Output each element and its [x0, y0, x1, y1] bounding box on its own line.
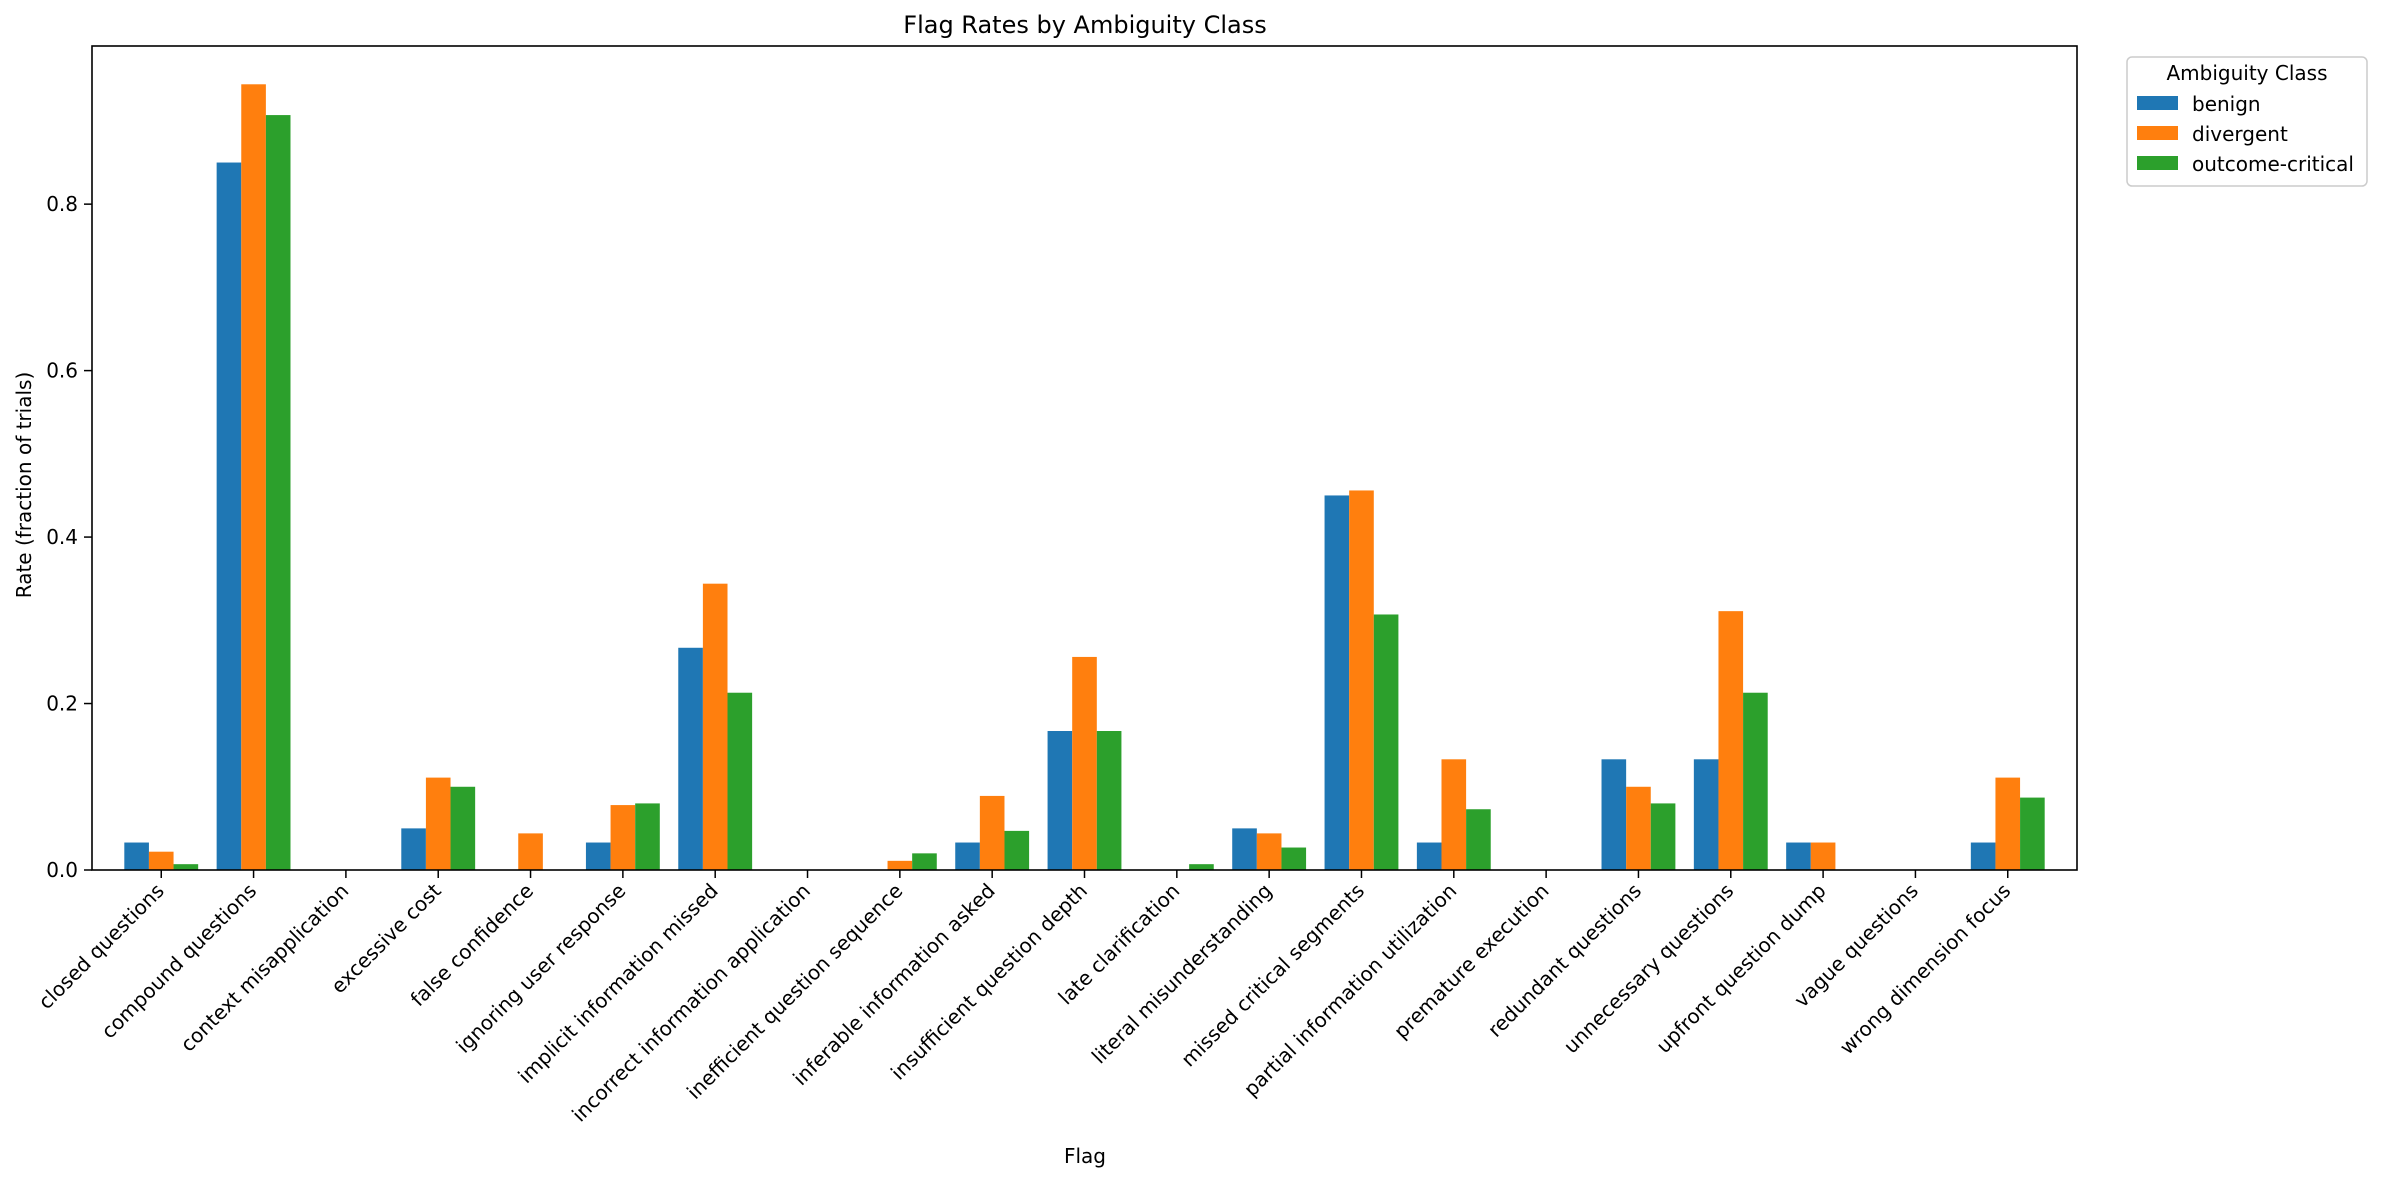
y-tick-label: 0.0 [46, 858, 78, 882]
bar-benign-closed-questions [124, 842, 149, 870]
legend-label-outcome-critical: outcome-critical [2192, 152, 2354, 176]
bar-divergent-inefficient-question-sequence [887, 860, 913, 870]
legend-title: Ambiguity Class [2167, 61, 2328, 85]
bar-outcome-critical-partial-information-utilization [1466, 809, 1491, 870]
bar-divergent-compound-questions [241, 84, 266, 871]
bar-divergent-false-confidence [518, 833, 543, 870]
bar-outcome-critical-wrong-dimension-focus [2020, 797, 2045, 870]
x-tick-label: implicit information missed [513, 879, 722, 1088]
x-tick-label: premature execution [1389, 879, 1554, 1044]
bar-divergent-literal-misunderstanding [1256, 833, 1282, 870]
legend-label-benign: benign [2192, 92, 2261, 116]
bar-divergent-inferable-information-asked [979, 795, 1005, 870]
y-tick-label: 0.4 [46, 525, 78, 549]
bar-benign-insufficient-question-depth [1047, 731, 1073, 870]
legend-swatch-benign [2137, 96, 2178, 110]
bar-divergent-insufficient-question-depth [1072, 656, 1097, 870]
y-axis-title: Rate (fraction of trials) [12, 372, 36, 599]
bar-divergent-upfront-question-dump [1810, 842, 1836, 870]
x-tick-label: context misapplication [176, 879, 354, 1057]
bar-outcome-critical-closed-questions [173, 864, 199, 870]
bar-outcome-critical-compound-questions [265, 115, 291, 870]
y-tick-label: 0.6 [46, 359, 78, 383]
bar-divergent-wrong-dimension-focus [1995, 777, 2021, 870]
x-tick-label: missed critical segments [1176, 879, 1369, 1072]
legend-swatch-outcome-critical [2137, 156, 2178, 170]
bar-divergent-ignoring-user-response [610, 805, 636, 870]
bar-benign-redundant-questions [1601, 759, 1627, 870]
bar-benign-inferable-information-asked [955, 842, 980, 870]
x-tick-label: unnecessary questions [1559, 879, 1739, 1059]
x-axis-title: Flag [1064, 1144, 1106, 1168]
bar-outcome-critical-missed-critical-segments [1373, 614, 1399, 870]
x-tick-label: upfront question dump [1651, 879, 1830, 1058]
bar-outcome-critical-late-clarification [1189, 864, 1214, 870]
bar-benign-missed-critical-segments [1324, 495, 1350, 870]
x-tick-label: compound questions [96, 879, 261, 1044]
bar-benign-unnecessary-questions [1693, 759, 1719, 870]
bar-benign-wrong-dimension-focus [1970, 842, 1996, 870]
bar-benign-excessive-cost [401, 828, 426, 870]
x-tick-label: literal misunderstanding [1087, 879, 1277, 1069]
bar-outcome-critical-literal-misunderstanding [1281, 847, 1307, 870]
y-tick-label: 0.2 [46, 692, 78, 716]
bar-outcome-critical-inefficient-question-sequence [912, 853, 937, 870]
x-tick-label: ignoring user response [451, 879, 630, 1058]
y-tick-label: 0.8 [46, 192, 78, 216]
legend: Ambiguity Class benign divergent outcome-c… [2126, 56, 2368, 187]
bar-outcome-critical-inferable-information-asked [1004, 830, 1030, 870]
bar-benign-compound-questions [216, 162, 242, 870]
legend-label-divergent: divergent [2192, 122, 2288, 146]
bar-divergent-implicit-information-missed [702, 583, 728, 870]
bar-divergent-redundant-questions [1626, 786, 1651, 870]
bar-outcome-critical-ignoring-user-response [635, 803, 660, 870]
x-tick-label: redundant questions [1483, 879, 1646, 1042]
bars-layer [124, 84, 2045, 871]
plot-frame [91, 45, 2078, 871]
y-axis-ticks: 0.0 0.2 0.4 0.6 0.8 [46, 192, 92, 882]
chart-title: Flag Rates by Ambiguity Class [903, 11, 1266, 39]
bar-benign-implicit-information-missed [678, 647, 703, 870]
bar-divergent-missed-critical-segments [1349, 490, 1374, 870]
bar-divergent-partial-information-utilization [1441, 759, 1467, 870]
bar-outcome-critical-insufficient-question-depth [1096, 731, 1122, 870]
bar-outcome-critical-redundant-questions [1650, 803, 1676, 870]
x-tick-label: insufficient question depth [886, 879, 1092, 1085]
legend-box [2126, 56, 2368, 187]
bar-outcome-critical-implicit-information-missed [727, 692, 753, 870]
bar-outcome-critical-excessive-cost [450, 786, 476, 870]
bar-benign-ignoring-user-response [585, 842, 611, 870]
bar-benign-partial-information-utilization [1416, 842, 1442, 870]
bar-divergent-closed-questions [148, 851, 174, 870]
bar-outcome-critical-unnecessary-questions [1743, 692, 1768, 870]
bar-benign-upfront-question-dump [1786, 842, 1811, 870]
bar-divergent-excessive-cost [425, 777, 451, 870]
legend-swatch-divergent [2137, 126, 2178, 140]
bar-divergent-unnecessary-questions [1718, 611, 1744, 870]
x-tick-label: wrong dimension focus [1835, 879, 2016, 1060]
bar-benign-literal-misunderstanding [1232, 828, 1257, 870]
